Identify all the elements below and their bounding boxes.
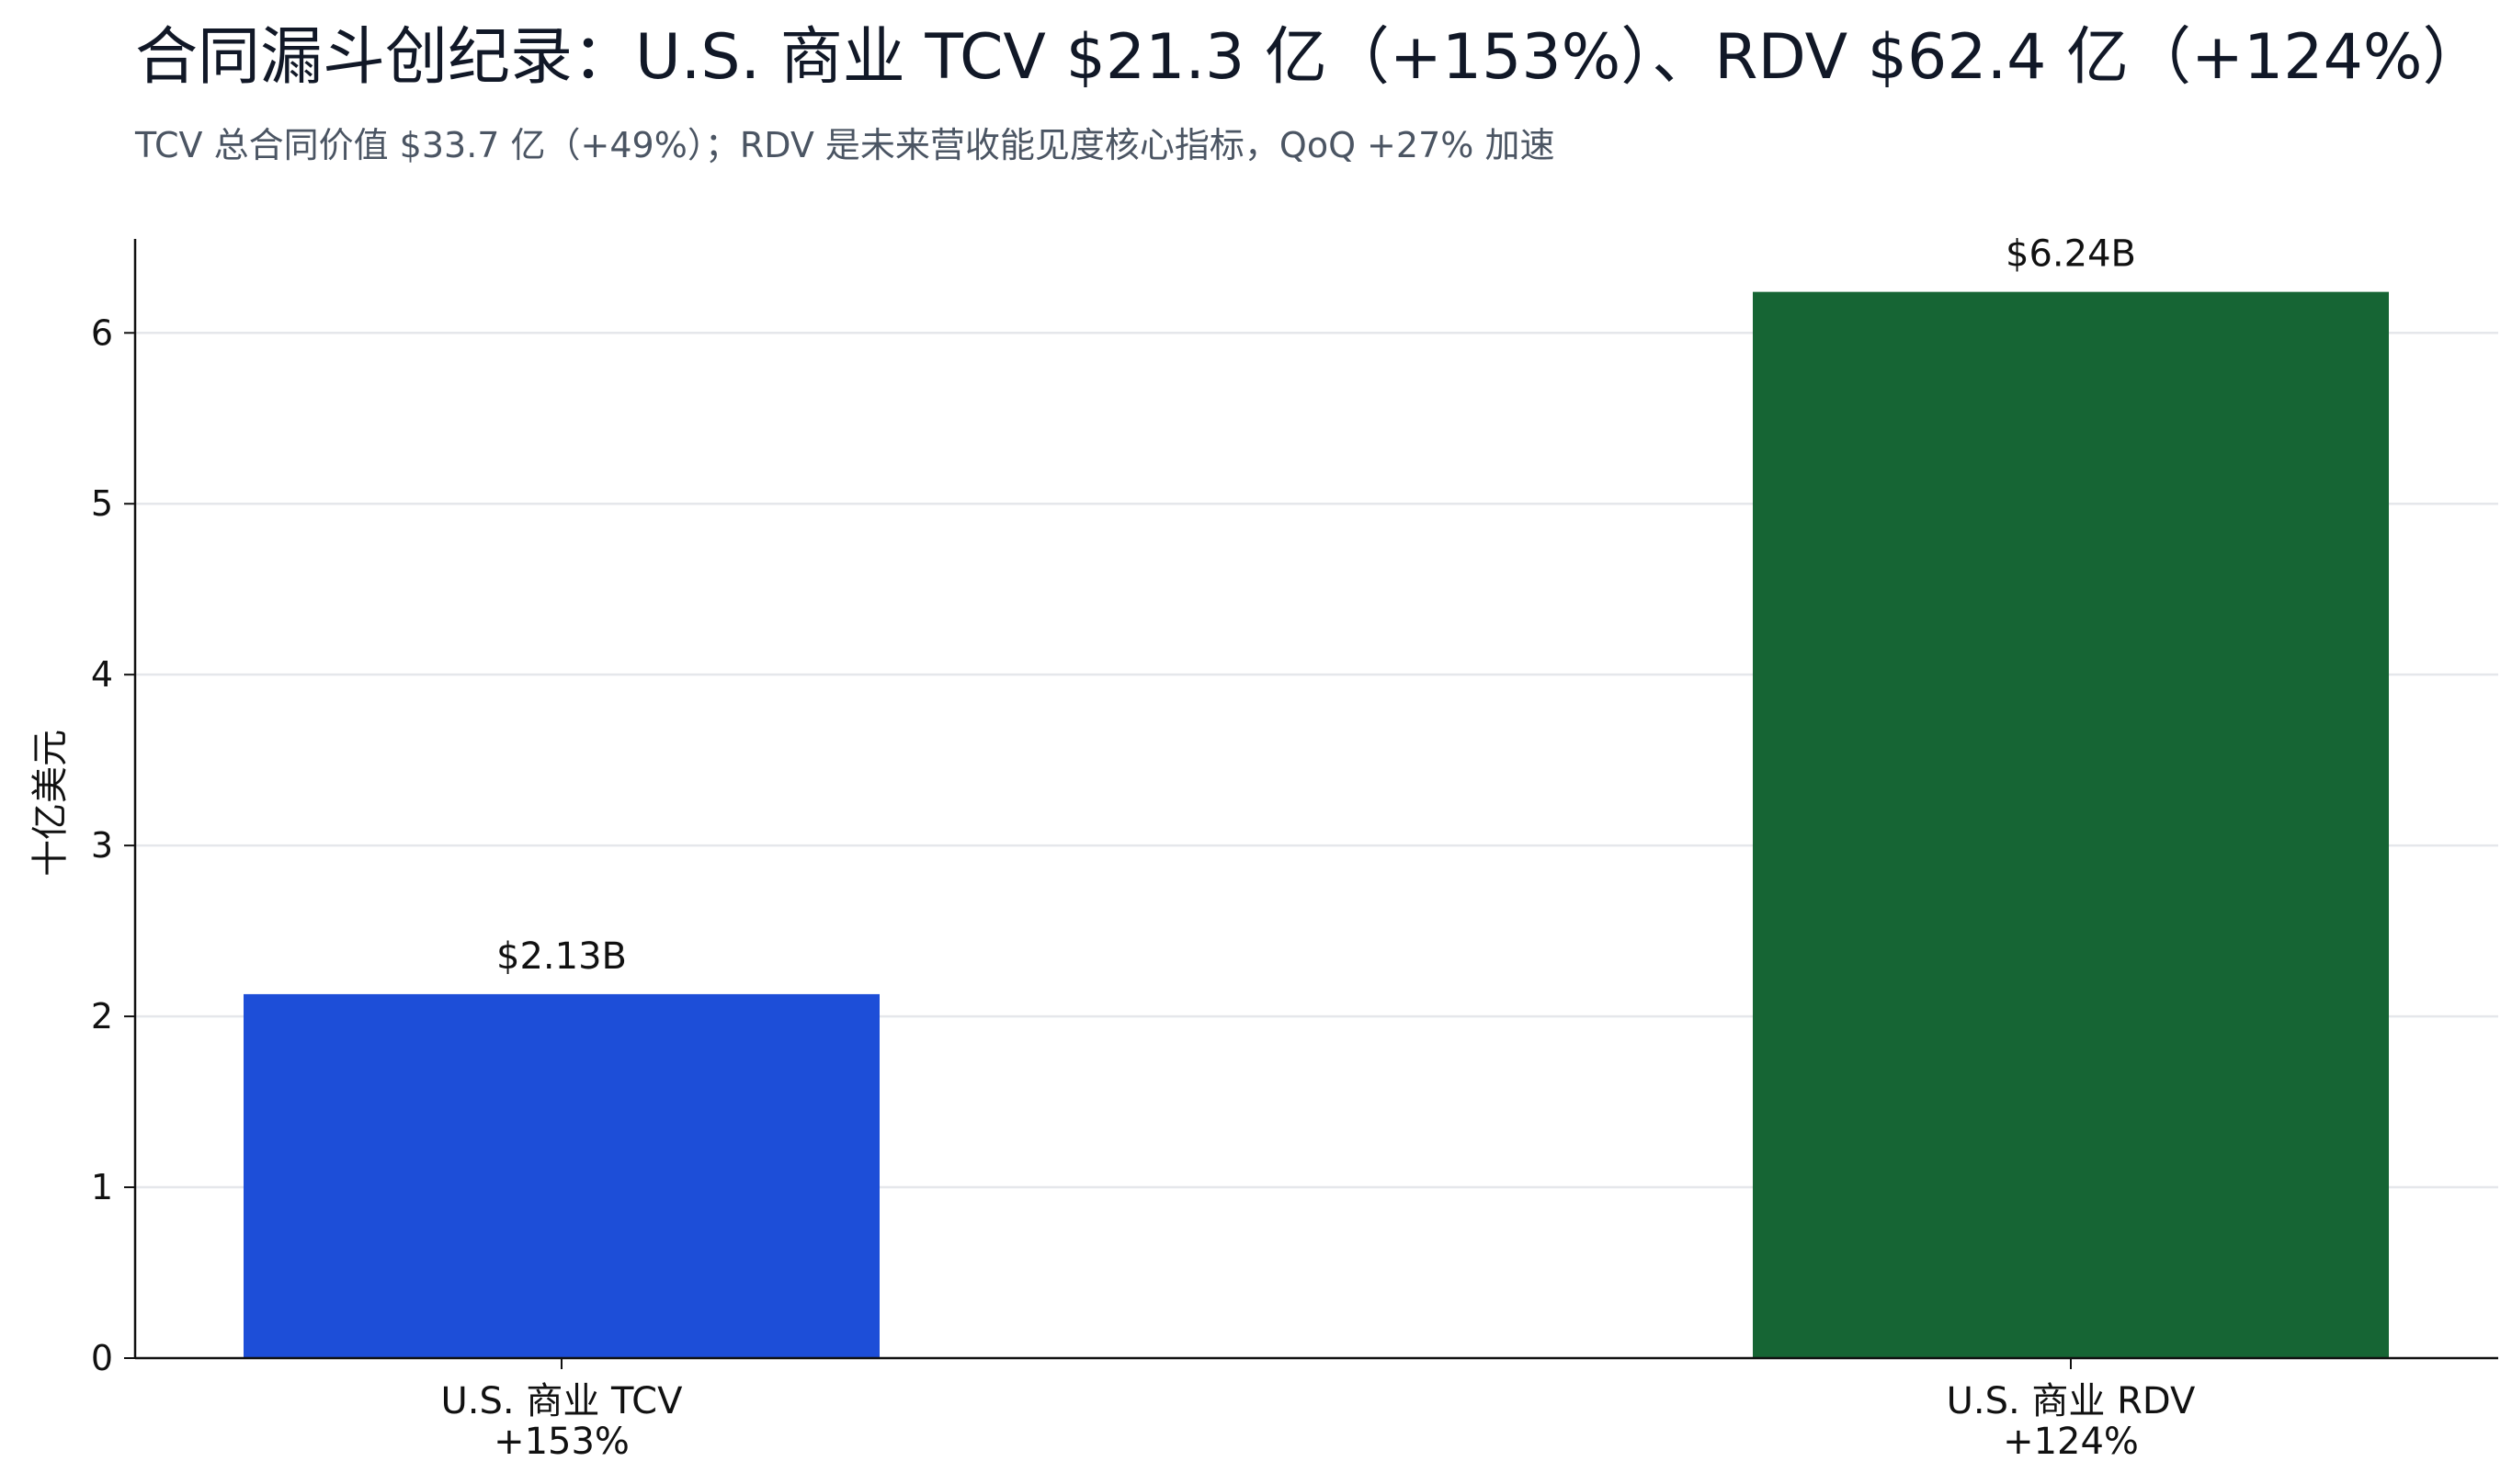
y-tick-label: 2 — [91, 996, 113, 1037]
bars — [244, 291, 2389, 1359]
bar — [244, 993, 880, 1358]
bar — [1753, 291, 2389, 1359]
data-label: $6.24B — [2006, 233, 2136, 276]
axes — [133, 239, 2498, 1360]
y-tick-label: 3 — [91, 825, 113, 866]
y-tick-label: 0 — [91, 1338, 113, 1378]
y-axis-label: 十亿美元 — [29, 730, 72, 877]
y-tick-label: 6 — [91, 312, 113, 353]
x-tick-label: +124% — [2003, 1421, 2139, 1463]
chart-subtitle: TCV 总合同价值 $33.7 亿（+49%）；RDV 是未来营收能见度核心指标… — [135, 125, 1555, 165]
y-ticks: 0 1 2 3 4 5 6 — [91, 312, 135, 1378]
y-tick-label: 5 — [91, 483, 113, 524]
data-labels: $2.13B $6.24B — [496, 233, 2136, 978]
x-tick-label: U.S. 商业 RDV — [1947, 1380, 2196, 1422]
x-tick-label: U.S. 商业 TCV — [441, 1380, 684, 1422]
y-tick-label: 1 — [91, 1167, 113, 1207]
data-label: $2.13B — [496, 935, 627, 978]
x-ticks: U.S. 商业 TCV+153% U.S. 商业 RDV+124% — [441, 1358, 2196, 1463]
chart-title: 合同漏斗创纪录：U.S. 商业 TCV $21.3 亿（+153%）、RDV $… — [135, 21, 2485, 94]
y-tick-label: 4 — [91, 654, 113, 695]
x-tick-label: +153% — [494, 1421, 630, 1463]
